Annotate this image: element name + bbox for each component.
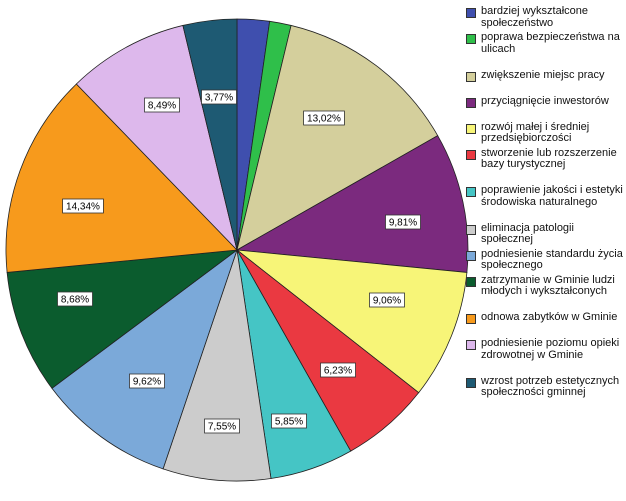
legend-swatch bbox=[466, 224, 476, 235]
legend-swatch bbox=[466, 71, 476, 82]
slice-value-label: 6,23% bbox=[320, 362, 356, 378]
svg-text:13,02%: 13,02% bbox=[307, 114, 341, 125]
slice-value-label: 9,06% bbox=[369, 292, 405, 308]
legend-label: wzrost potrzeb estetycznych społeczności… bbox=[481, 374, 620, 398]
pie-slice bbox=[75, 24, 238, 252]
legend-label: bardziej wykształcone społeczeństwo bbox=[481, 5, 588, 29]
legend-label: zwiększenie miejsc pracy bbox=[481, 68, 605, 81]
svg-text:8,68%: 8,68% bbox=[61, 295, 89, 306]
legend-swatch bbox=[466, 123, 476, 134]
legend-swatch bbox=[466, 149, 476, 160]
svg-text:5,85%: 5,85% bbox=[275, 417, 303, 428]
slice-value-label: 7,55% bbox=[204, 418, 240, 434]
svg-text:9,06%: 9,06% bbox=[373, 296, 401, 307]
legend-label: eliminacja patologii społecznej bbox=[481, 221, 574, 245]
legend-swatch bbox=[466, 276, 476, 287]
svg-text:8,49%: 8,49% bbox=[148, 101, 176, 112]
slice-value-label: 8,68% bbox=[57, 291, 93, 307]
legend-label: podniesienie poziomu opieki zdrowotnej w… bbox=[481, 337, 620, 361]
legend-label: stworzenie lub rozszerzenie bazy turysty… bbox=[481, 146, 617, 170]
svg-text:6,23%: 6,23% bbox=[324, 366, 352, 377]
pie-slice bbox=[5, 83, 238, 273]
legend-swatch bbox=[466, 377, 476, 388]
slice-value-label: 5,85% bbox=[271, 413, 307, 429]
legend-label: poprawienie jakości i estetyki środowisk… bbox=[481, 184, 623, 208]
svg-text:7,55%: 7,55% bbox=[208, 422, 236, 433]
legend-label: rozwój małej i średniej przedsiębiorczoś… bbox=[481, 120, 590, 144]
slice-value-label: 9,62% bbox=[129, 373, 165, 389]
legend-label: przyciągnięcie inwestorów bbox=[481, 94, 609, 107]
legend-label: odnowa zabytków w Gminie bbox=[481, 311, 618, 323]
pie-slice bbox=[235, 135, 469, 273]
svg-text:3,77%: 3,77% bbox=[205, 93, 233, 104]
legend-swatch bbox=[466, 314, 476, 324]
legend-label: zatrzymanie w Gminie ludzi młodych i wyk… bbox=[481, 273, 615, 297]
pie-slice bbox=[6, 249, 239, 389]
slice-value-label: 9,81% bbox=[385, 214, 421, 230]
pie-slice bbox=[51, 248, 238, 470]
svg-text:9,81%: 9,81% bbox=[389, 218, 417, 229]
pie-slice bbox=[182, 18, 238, 251]
legend-swatch bbox=[466, 250, 476, 261]
svg-text:9,62%: 9,62% bbox=[133, 377, 161, 388]
slice-value-label: 3,77% bbox=[201, 89, 237, 105]
pie-slice bbox=[236, 24, 439, 251]
legend-swatch bbox=[466, 8, 476, 18]
slice-value-label: 13,02% bbox=[303, 110, 345, 126]
slice-value-label: 8,49% bbox=[144, 97, 180, 113]
legend-label: podniesienie standardu życia społecznego bbox=[481, 247, 623, 271]
legend-swatch bbox=[466, 97, 476, 108]
slice-value-label: 14,34% bbox=[62, 198, 104, 214]
legend-swatch bbox=[466, 187, 476, 197]
legend-label: poprawa bezpieczeństwa na ulicach bbox=[481, 31, 620, 55]
pie-slice bbox=[162, 249, 272, 482]
svg-text:14,34%: 14,34% bbox=[66, 202, 100, 213]
legend-swatch bbox=[466, 340, 476, 350]
legend-swatch bbox=[466, 34, 476, 44]
